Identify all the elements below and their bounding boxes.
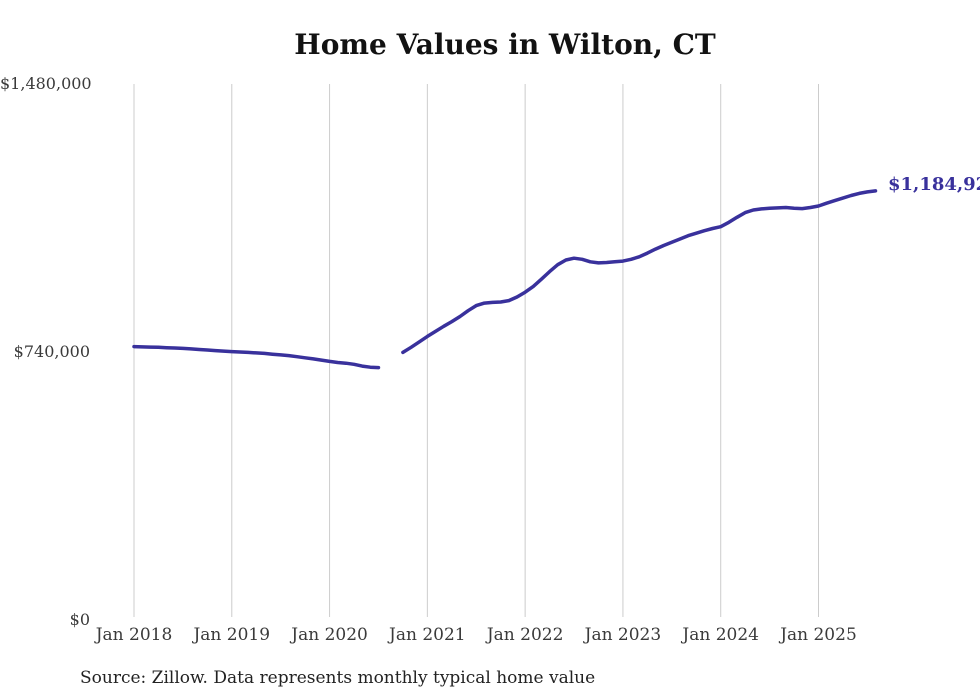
y-tick-label: $1,480,000 [0,74,92,93]
source-note: Source: Zillow. Data represents monthly … [80,668,596,688]
x-tick-label: Jan 2021 [389,625,466,645]
chart-title: Home Values in Wilton, CT [294,28,716,61]
x-tick-label: Jan 2020 [291,625,368,645]
x-tick-label: Jan 2025 [780,625,857,645]
x-tick-label: Jan 2023 [584,625,662,645]
y-tick-label: $740,000 [13,342,90,361]
x-tick-label: Jan 2024 [682,625,759,645]
x-tick-label: Jan 2018 [95,625,173,645]
y-tick-label: $0 [69,610,90,629]
x-tick-label: Jan 2022 [486,625,564,645]
final-value-label: $1,184,920 [888,174,980,195]
x-tick-label: Jan 2019 [193,625,271,645]
home-value-line [132,189,878,370]
